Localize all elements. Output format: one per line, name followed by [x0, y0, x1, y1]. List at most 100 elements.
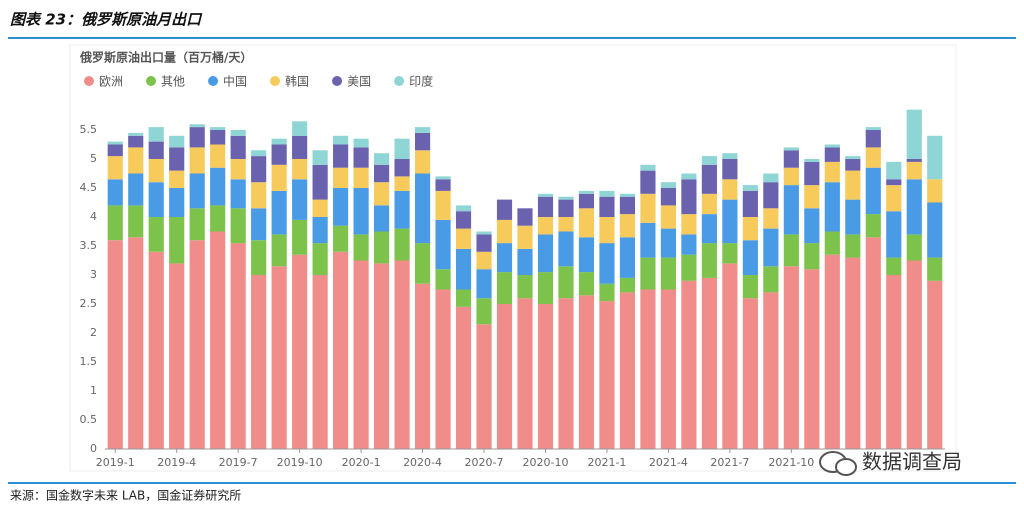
bar-segment	[537, 196, 554, 217]
bar-segment	[537, 234, 554, 273]
legend-swatch	[394, 76, 405, 86]
y-tick-label: 5	[90, 152, 97, 165]
legend-label: 欧洲	[99, 75, 123, 89]
bar-segment	[148, 217, 164, 252]
bar-segment	[578, 190, 595, 194]
bar-segment	[681, 254, 697, 281]
bar-segment	[578, 208, 595, 238]
legend-swatch	[146, 76, 157, 86]
legend-swatch	[332, 76, 343, 86]
bar-segment	[394, 176, 410, 191]
bar-segment	[394, 138, 410, 159]
bar-segment	[374, 164, 390, 183]
x-tick-label: 2019-10	[277, 456, 323, 469]
y-tick-label: 1	[90, 384, 97, 397]
y-tick-label: 1.5	[80, 355, 98, 368]
bar-segment	[824, 231, 840, 255]
legend-label: 其他	[161, 75, 185, 89]
bar-segment	[886, 211, 902, 258]
bar-segment	[742, 240, 758, 275]
bar-segment	[927, 135, 943, 180]
bar-segment	[578, 193, 595, 209]
y-tick-label: 2	[90, 326, 97, 339]
bar-segment	[251, 182, 267, 209]
bar-segment	[107, 179, 123, 206]
bar-segment	[496, 304, 513, 449]
bar-segment	[537, 193, 554, 197]
bar-segment	[210, 144, 226, 168]
bar-segment	[660, 205, 676, 229]
bar-segment	[107, 240, 123, 449]
bar-segment	[251, 150, 267, 157]
bar-segment	[640, 164, 656, 171]
bar-segment	[824, 254, 840, 449]
bar-segment	[824, 182, 840, 232]
bar-segment	[558, 266, 574, 299]
bar-segment	[927, 202, 943, 258]
x-tick-label: 2019-7	[219, 456, 258, 469]
bar-segment	[763, 182, 779, 209]
bar-segment	[763, 173, 779, 183]
bar-segment	[271, 138, 287, 145]
bar-segment	[681, 179, 697, 215]
bar-segment	[619, 196, 636, 215]
bar-segment	[271, 234, 287, 267]
bar-segment	[660, 289, 676, 449]
bar-segment	[292, 179, 308, 220]
bar-segment	[476, 324, 492, 449]
x-tick-label: 2020-7	[465, 456, 504, 469]
bar-segment	[476, 234, 492, 252]
bar-segment	[455, 205, 472, 212]
bar-segment	[742, 298, 758, 449]
bar-segment	[701, 214, 717, 244]
bar-segment	[189, 240, 205, 449]
bar-segment	[660, 188, 676, 206]
bar-segment	[701, 243, 717, 278]
bar-segment	[804, 161, 820, 186]
bar-segment	[578, 272, 595, 296]
bar-segment	[558, 231, 574, 267]
bar-segment	[230, 130, 246, 136]
bar-segment	[886, 257, 902, 275]
bar-segment	[189, 127, 205, 148]
bar-segment	[148, 141, 164, 159]
legend-label: 中国	[223, 74, 247, 89]
x-tick-label: 2021-7	[710, 456, 749, 469]
bar-segment	[681, 234, 697, 255]
bar-segment	[476, 269, 492, 299]
bar-segment	[374, 182, 390, 206]
x-tick-label: 2021-4	[649, 456, 688, 469]
bar-segment	[230, 243, 246, 449]
bar-segment	[394, 228, 410, 261]
bar-segment	[660, 228, 676, 258]
bar-segment	[804, 159, 820, 162]
badge: 数据调查局	[862, 450, 962, 474]
bar-segment	[619, 214, 636, 238]
bar-segment	[886, 185, 902, 212]
bar-segment	[742, 190, 758, 217]
x-tick-label: 2021-10	[768, 456, 814, 469]
bar-segment	[783, 147, 799, 151]
bar-segment	[722, 179, 738, 200]
bar-segment	[927, 280, 943, 449]
bar-segment	[251, 208, 267, 241]
bar-segment	[107, 156, 123, 180]
bar-segment	[824, 161, 840, 183]
bar-segment	[804, 185, 820, 209]
bar-segment	[886, 179, 902, 186]
bar-segment	[148, 159, 164, 183]
bar-segment	[619, 237, 636, 278]
bar-segment	[906, 109, 922, 159]
source: 来源：国金数字未来 LAB，国金证券研究所	[10, 488, 241, 503]
bar-segment	[230, 208, 246, 244]
bar-segment	[742, 217, 758, 241]
bar-segment	[455, 306, 472, 449]
bar-segment	[783, 266, 799, 449]
bar-segment	[374, 205, 390, 232]
bar-segment	[210, 127, 226, 130]
bar-segment	[640, 257, 656, 290]
bar-segment	[906, 179, 922, 235]
bar-segment	[722, 243, 738, 264]
x-tick-label: 2020-4	[403, 456, 442, 469]
bar-segment	[435, 269, 451, 290]
